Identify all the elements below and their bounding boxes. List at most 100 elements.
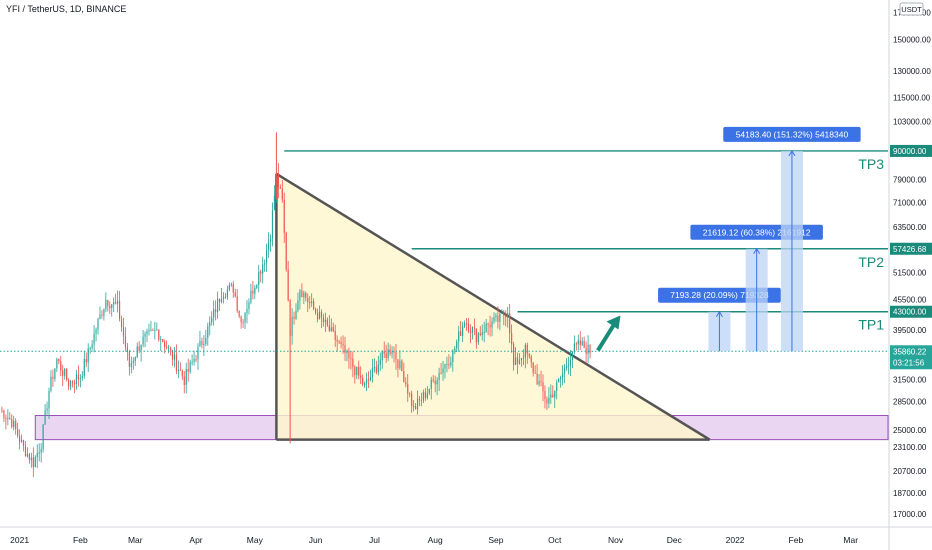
candle-body <box>381 351 383 361</box>
candle-body <box>42 424 44 450</box>
candle-body <box>52 376 54 380</box>
candle-body <box>340 341 342 344</box>
y-tick-label: 23100.00 <box>893 443 927 452</box>
candle-body <box>56 359 58 369</box>
candle-body <box>207 326 209 338</box>
candle-body <box>462 326 464 337</box>
candle-body <box>411 393 413 406</box>
candle-body <box>385 353 387 359</box>
candle-body <box>250 290 252 303</box>
candle-body <box>267 241 270 250</box>
candle-body <box>313 301 315 309</box>
candle-body <box>330 327 332 331</box>
y-tick-label: 45500.00 <box>893 295 927 304</box>
x-tick-label: May <box>247 535 264 545</box>
candle-body <box>87 348 89 363</box>
candle-body <box>473 327 475 329</box>
candle-body <box>293 316 295 319</box>
candle-body <box>477 333 479 343</box>
candle-body <box>97 318 99 330</box>
candle-body <box>358 366 360 376</box>
x-tick-label: Apr <box>189 535 202 545</box>
candle-body <box>346 350 348 354</box>
candle-body <box>493 317 495 322</box>
candle-body <box>160 339 162 341</box>
candle-body <box>213 309 215 318</box>
candle-body <box>185 369 187 385</box>
candle-body <box>217 298 219 313</box>
candle-body <box>585 347 587 355</box>
candle-body <box>507 313 509 318</box>
candle-body <box>281 188 283 200</box>
candle-body <box>469 331 472 333</box>
candle-body <box>105 300 107 309</box>
candle-body <box>395 351 397 360</box>
candle-body <box>303 292 305 298</box>
candle-body <box>460 331 462 337</box>
candle-body <box>197 346 199 360</box>
candle-body <box>167 347 170 349</box>
candle-body <box>66 368 68 380</box>
candle-body <box>109 306 111 308</box>
y-tick-label: 20700.00 <box>893 467 927 476</box>
candle-body <box>556 382 558 391</box>
candle-body <box>495 315 497 318</box>
measure-arrowhead <box>715 310 723 318</box>
candle-body <box>532 362 534 373</box>
candle-body <box>175 354 178 371</box>
candle-body <box>162 339 164 342</box>
candle-body <box>485 323 487 332</box>
candle-body <box>120 318 123 328</box>
candle-body <box>542 382 544 392</box>
currency-box <box>899 2 924 16</box>
candle-body <box>452 350 454 363</box>
candle-body <box>577 340 579 345</box>
chart-title: YFI / TetherUS, 1D, BINANCE <box>6 4 127 14</box>
candle-body <box>528 353 530 357</box>
candle-body <box>291 316 293 336</box>
candle-body <box>436 380 438 385</box>
candle-body <box>316 312 319 320</box>
candle-body <box>315 308 317 313</box>
candle-body <box>211 317 213 323</box>
x-tick-label: Sep <box>488 535 503 545</box>
breakout-arrow-head <box>606 315 621 330</box>
candle-body <box>318 311 321 320</box>
candle-body <box>338 341 340 343</box>
candle-body <box>456 341 458 349</box>
measure-label-tp3: 54183.40 (151.32%) 5418340 <box>736 129 849 139</box>
candle-body <box>463 323 466 327</box>
candle-body <box>228 285 230 290</box>
candle-body <box>28 453 30 461</box>
x-tick-label: Feb <box>789 535 804 545</box>
candle-body <box>297 300 299 311</box>
candle-body <box>397 359 399 369</box>
candle-body <box>558 379 560 383</box>
current-price-tag: 35860.22 <box>893 347 927 356</box>
candle-body <box>152 329 154 331</box>
candle-body <box>218 298 221 303</box>
candle-body <box>416 398 419 410</box>
candle-body <box>193 359 195 362</box>
candle-body <box>565 366 568 368</box>
candle-body <box>518 360 521 364</box>
y-tick-label: 39500.00 <box>893 326 927 335</box>
candle-body <box>240 316 242 323</box>
candle-body <box>430 379 432 389</box>
candle-body <box>322 317 325 323</box>
target-price-tag: 43000.00 <box>893 308 927 317</box>
x-tick-label: Mar <box>843 535 858 545</box>
candle-body <box>115 301 117 304</box>
candle-body <box>393 351 395 353</box>
candle-body <box>3 410 5 419</box>
candle-body <box>324 319 326 323</box>
candle-body <box>573 343 575 353</box>
x-tick-label: Oct <box>548 535 562 545</box>
candle-body <box>181 370 183 377</box>
candle-body <box>40 449 42 453</box>
candle-body <box>232 284 234 293</box>
x-tick-label: 2022 <box>726 535 745 545</box>
candle-body <box>246 309 248 313</box>
candle-body <box>575 343 577 345</box>
